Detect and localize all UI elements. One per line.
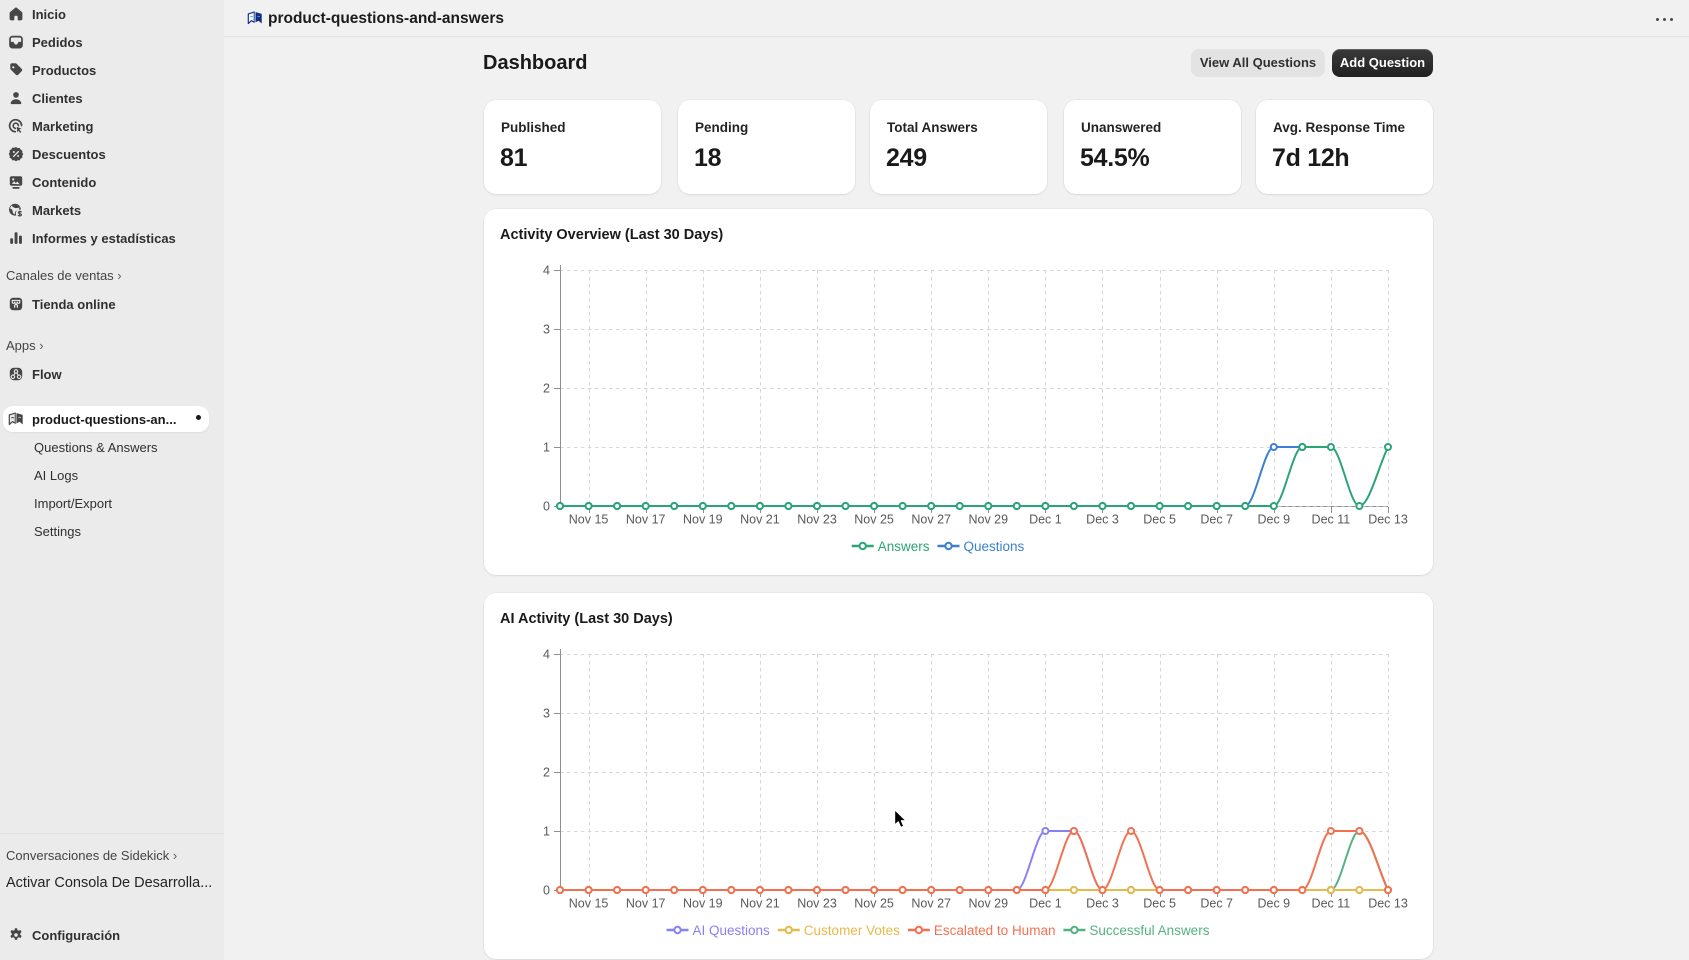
- svg-text:3: 3: [543, 707, 550, 721]
- svg-text:2: 2: [543, 382, 550, 396]
- svg-text:1: 1: [543, 441, 550, 455]
- svg-text:Nov 23: Nov 23: [797, 897, 837, 911]
- svg-text:Nov 27: Nov 27: [911, 897, 951, 911]
- svg-text:4: 4: [543, 648, 550, 662]
- svg-text:Dec 13: Dec 13: [1368, 897, 1408, 911]
- svg-text:Nov 19: Nov 19: [683, 513, 723, 527]
- svg-text:2: 2: [543, 766, 550, 780]
- svg-text:Dec 5: Dec 5: [1143, 897, 1176, 911]
- svg-text:Dec 9: Dec 9: [1257, 897, 1290, 911]
- svg-text:Nov 17: Nov 17: [626, 897, 666, 911]
- svg-text:Dec 7: Dec 7: [1200, 897, 1233, 911]
- svg-text:4: 4: [543, 264, 550, 278]
- svg-text:Escalated to Human: Escalated to Human: [934, 923, 1056, 938]
- svg-text:Nov 25: Nov 25: [854, 513, 894, 527]
- svg-text:Successful Answers: Successful Answers: [1089, 923, 1209, 938]
- svg-text:Dec 3: Dec 3: [1086, 897, 1119, 911]
- svg-text:1: 1: [543, 825, 550, 839]
- svg-text:Nov 29: Nov 29: [968, 513, 1008, 527]
- svg-text:Nov 15: Nov 15: [569, 513, 609, 527]
- svg-text:Dec 1: Dec 1: [1029, 513, 1062, 527]
- svg-text:Customer Votes: Customer Votes: [804, 923, 900, 938]
- svg-text:Nov 23: Nov 23: [797, 513, 837, 527]
- svg-text:Dec 3: Dec 3: [1086, 513, 1119, 527]
- svg-text:Nov 21: Nov 21: [740, 513, 780, 527]
- svg-text:Questions: Questions: [964, 539, 1025, 554]
- svg-text:Nov 21: Nov 21: [740, 897, 780, 911]
- svg-text:Nov 29: Nov 29: [968, 897, 1008, 911]
- svg-text:3: 3: [543, 323, 550, 337]
- svg-text:Nov 27: Nov 27: [911, 513, 951, 527]
- svg-text:Dec 9: Dec 9: [1257, 513, 1290, 527]
- svg-text:Nov 25: Nov 25: [854, 897, 894, 911]
- svg-text:Nov 17: Nov 17: [626, 513, 666, 527]
- svg-text:Dec 11: Dec 11: [1312, 513, 1351, 527]
- svg-text:Dec 13: Dec 13: [1368, 513, 1408, 527]
- svg-text:Answers: Answers: [878, 539, 930, 554]
- svg-text:Nov 15: Nov 15: [569, 897, 609, 911]
- svg-text:Dec 5: Dec 5: [1143, 513, 1176, 527]
- svg-text:Dec 7: Dec 7: [1200, 513, 1233, 527]
- svg-text:Dec 1: Dec 1: [1029, 897, 1062, 911]
- svg-text:Dec 11: Dec 11: [1312, 897, 1351, 911]
- svg-text:0: 0: [543, 500, 550, 514]
- svg-text:AI Questions: AI Questions: [693, 923, 771, 938]
- svg-text:0: 0: [543, 884, 550, 898]
- svg-text:Nov 19: Nov 19: [683, 897, 723, 911]
